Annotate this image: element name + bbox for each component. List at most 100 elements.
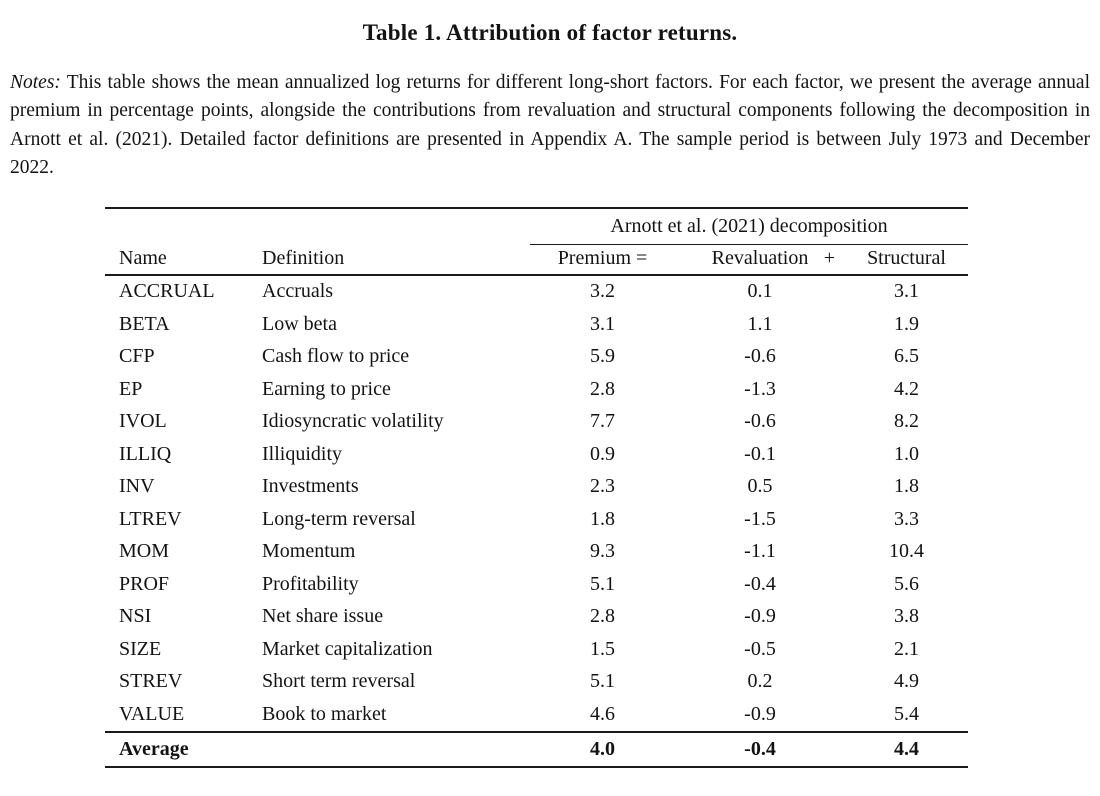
spanner-row: Arnott et al. (2021) decomposition [105,206,968,245]
factor-premium: 5.9 [590,345,615,368]
factor-structural: 4.2 [894,377,919,400]
col-header-premium: Premium = [557,246,648,269]
factor-definition: Investments [262,475,359,498]
factor-revaluation: -1.5 [744,507,776,530]
factor-definition: Long-term reversal [262,507,416,530]
factor-name: CFP [119,345,155,368]
table-row: INV Investments 2.3 0.5 1.8 [105,471,968,504]
factor-definition: Illiquidity [262,442,342,465]
plus-sign: + [823,246,835,269]
table-body: ACCRUAL Accruals 3.2 0.1 3.1 BETA Low be… [105,276,968,731]
factor-revaluation: -0.5 [744,637,776,660]
column-header-row: Name Definition Premium = Revaluation + S… [105,245,968,276]
factor-structural: 4.9 [894,670,919,693]
spanner-label: Arnott et al. (2021) decomposition [530,209,968,245]
factor-premium: 1.8 [590,507,615,530]
factor-name: BETA [119,312,170,335]
factor-revaluation: -0.6 [744,345,776,368]
factor-definition: Idiosyncratic volatility [262,410,444,433]
table-row: LTREV Long-term reversal 1.8 -1.5 3.3 [105,503,968,536]
table-row: CFP Cash flow to price 5.9 -0.6 6.5 [105,341,968,374]
factor-premium: 2.8 [590,605,615,628]
table-row: EP Earning to price 2.8 -1.3 4.2 [105,373,968,406]
factor-definition: Book to market [262,702,387,725]
factor-definition: Low beta [262,312,337,335]
factor-name: LTREV [119,507,182,530]
factor-structural: 5.4 [894,702,919,725]
table-row: IVOL Idiosyncratic volatility 7.7 -0.6 8… [105,406,968,439]
spanner-spacer [105,209,250,245]
factor-premium: 3.2 [590,280,615,303]
table-row: PROF Profitability 5.1 -0.4 5.6 [105,568,968,601]
notes-text: This table shows the mean annualized log… [10,72,1090,179]
factor-name: PROF [119,572,170,595]
factor-structural: 2.1 [894,637,919,660]
factor-revaluation: 1.1 [747,312,773,335]
col-header-revaluation: Revaluation + [675,245,845,274]
table-notes: Notes: This table shows the mean annuali… [10,69,1090,183]
factor-definition: Accruals [262,280,334,303]
table-row: STREV Short term reversal 5.1 0.2 4.9 [105,666,968,699]
average-label: Average [119,737,189,760]
average-structural: 4.4 [894,737,919,760]
factor-revaluation: -0.6 [744,410,776,433]
factor-name: INV [119,475,155,498]
factor-revaluation: -1.1 [744,540,776,563]
factor-definition: Momentum [262,540,356,563]
factor-name: STREV [119,670,183,693]
col-header-definition: Definition [262,246,345,269]
factor-definition: Profitability [262,572,359,595]
factor-structural: 6.5 [894,345,919,368]
factor-premium: 3.1 [590,312,615,335]
factor-structural: 3.3 [894,507,919,530]
factor-definition: Cash flow to price [262,345,410,368]
factor-structural: 1.8 [894,475,919,498]
table-row: MOM Momentum 9.3 -1.1 10.4 [105,536,968,569]
average-definition-empty [250,733,530,766]
col-header-name: Name [119,246,167,269]
factor-revaluation: -1.3 [744,377,776,400]
factor-premium: 0.9 [590,442,615,465]
spanner-spacer [250,209,530,245]
table-row: BETA Low beta 3.1 1.1 1.9 [105,308,968,341]
col-header-structural: Structural [867,246,946,269]
factor-returns-table: Arnott et al. (2021) decomposition Name … [105,206,968,768]
factor-structural: 5.6 [894,572,919,595]
average-premium: 4.0 [590,737,615,760]
factor-structural: 3.1 [894,280,919,303]
factor-name: EP [119,377,143,400]
revaluation-label: Revaluation [711,246,809,269]
factor-definition: Earning to price [262,377,391,400]
factor-structural: 3.8 [894,605,919,628]
table-row: VALUE Book to market 4.6 -0.9 5.4 [105,698,968,731]
factor-revaluation: 0.2 [747,670,773,693]
factor-definition: Net share issue [262,605,384,628]
factor-premium: 1.5 [590,637,615,660]
factor-revaluation: -0.9 [744,605,776,628]
factor-name: VALUE [119,702,185,725]
factor-premium: 4.6 [590,702,615,725]
factor-premium: 2.3 [590,475,615,498]
factor-structural: 8.2 [894,410,919,433]
factor-name: IVOL [119,410,167,433]
factor-revaluation: 0.1 [747,280,773,303]
factor-name: ILLIQ [119,442,172,465]
factor-name: NSI [119,605,152,628]
notes-label: Notes: [10,72,61,93]
average-row: Average 4.0 -0.4 4.4 [105,730,968,768]
factor-premium: 2.8 [590,377,615,400]
table-row: ACCRUAL Accruals 3.2 0.1 3.1 [105,276,968,309]
factor-premium: 7.7 [590,410,615,433]
factor-structural: 10.4 [889,540,924,563]
factor-definition: Short term reversal [262,670,416,693]
factor-revaluation: 0.5 [747,475,773,498]
table-row: ILLIQ Illiquidity 0.9 -0.1 1.0 [105,438,968,471]
factor-premium: 5.1 [590,670,615,693]
factor-definition: Market capitalization [262,637,433,660]
factor-revaluation: -0.9 [744,702,776,725]
factor-structural: 1.9 [894,312,919,335]
factor-premium: 9.3 [590,540,615,563]
factor-name: MOM [119,540,170,563]
factor-premium: 5.1 [590,572,615,595]
factor-revaluation: -0.1 [744,442,776,465]
